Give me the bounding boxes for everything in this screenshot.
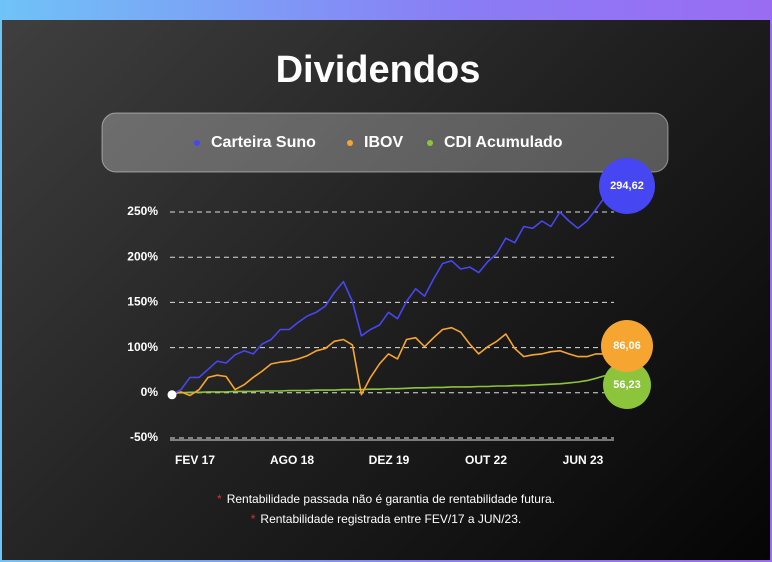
end-bubble <box>603 361 651 409</box>
legend-label: IBOV <box>364 134 403 151</box>
legend-dot <box>194 140 200 146</box>
footnote: * Rentabilidade passada não é garantia de… <box>217 492 555 506</box>
series-line <box>172 374 606 394</box>
end-label: 294,62 <box>610 180 644 192</box>
legend-dot <box>347 140 353 146</box>
chart: Dividendos -50% 0% 100% 150% 200% 250% FEV 17 A… <box>101 49 669 526</box>
footnote-text: Rentabilidade passada não é garantia de … <box>227 492 555 506</box>
footnote-marker: * <box>217 492 222 506</box>
x-tick-label: AGO 18 <box>270 453 314 467</box>
end-label: 56,23 <box>613 379 641 391</box>
start-dot <box>167 390 177 400</box>
y-tick-label: 0% <box>141 385 159 399</box>
legend-label: CDI Acumulado <box>444 134 563 151</box>
x-tick-label: FEV 17 <box>175 453 215 467</box>
legend-label: Carteira Suno <box>211 134 316 151</box>
series-line <box>171 326 605 397</box>
end-bubble <box>601 320 653 372</box>
x-tick-label: JUN 23 <box>563 453 604 467</box>
legend-dot <box>427 140 433 146</box>
x-tick-label: OUT 22 <box>465 453 507 467</box>
x-tick-label: DEZ 19 <box>369 453 410 467</box>
card: Dividendos -50% 0% 100% 150% 200% 250% FEV 17 A… <box>2 20 770 560</box>
series-line <box>171 196 606 396</box>
legend-box <box>101 112 669 173</box>
y-tick-label: 150% <box>127 295 158 309</box>
chart-title: Dividendos <box>276 49 481 91</box>
y-tick-label: 100% <box>127 340 158 354</box>
y-tick-label: 250% <box>127 204 158 218</box>
footnote: * Rentabilidade registrada entre FEV/17 a… <box>251 512 521 526</box>
end-label: 86,06 <box>613 340 641 352</box>
footnote-text: Rentabilidade registrada entre FEV/17 a … <box>260 512 521 526</box>
y-tick-label: 200% <box>127 249 158 263</box>
y-tick-label: -50% <box>130 430 158 444</box>
end-bubble <box>599 158 655 214</box>
footnote-marker: * <box>251 512 256 526</box>
